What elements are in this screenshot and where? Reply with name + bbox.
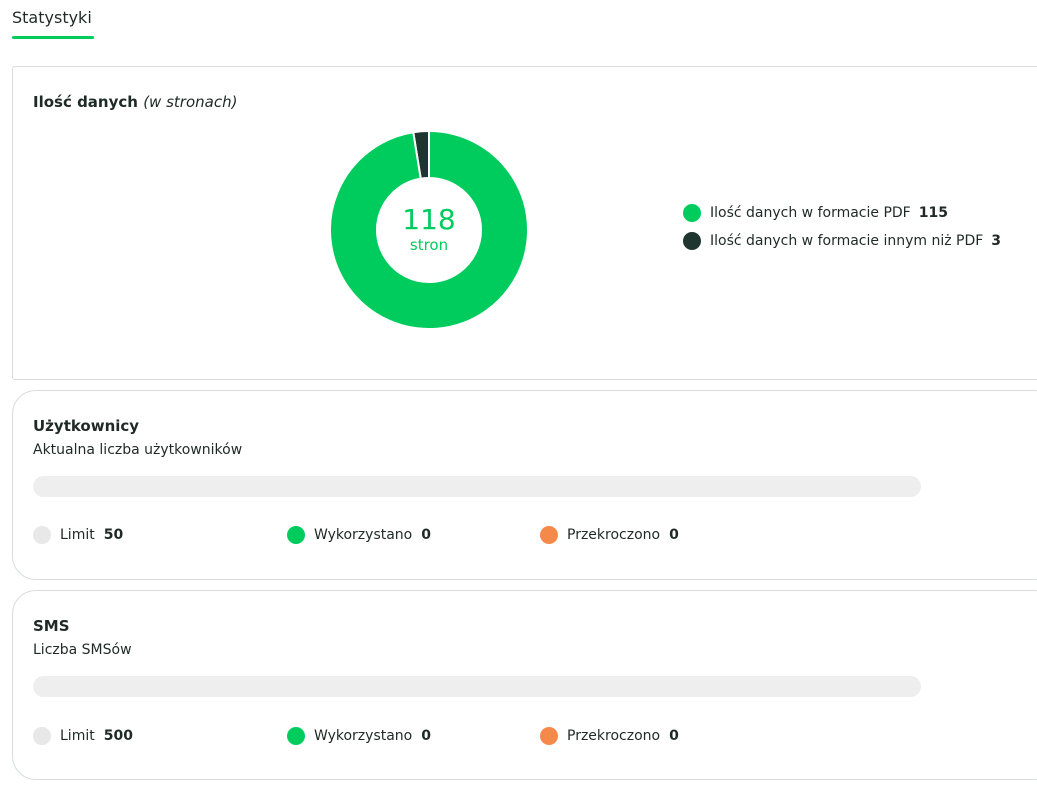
stat-label: Przekroczono <box>567 728 661 744</box>
stat-value: 0 <box>669 728 679 744</box>
tab-statystyki[interactable]: Statystyki <box>12 0 94 41</box>
sms-card: SMS Liczba SMSów Limit 500 Wykorzystano … <box>12 590 1037 780</box>
used-dot-icon <box>287 727 305 745</box>
users-card: Użytkownicy Aktualna liczba użytkowników… <box>12 390 1037 580</box>
legend-label: Ilość danych w formacie PDF <box>710 205 911 221</box>
donut-total-unit: stron <box>409 236 449 254</box>
stat-label: Wykorzystano <box>314 728 413 744</box>
stat-value: 0 <box>669 527 679 543</box>
stat-label: Wykorzystano <box>314 527 413 543</box>
card-title: Ilość danych (w stronach) <box>33 93 237 111</box>
stat-label: Limit <box>60 527 95 543</box>
exceeded-dot-icon <box>540 526 558 544</box>
legend-dot-other-icon <box>683 232 701 250</box>
data-title-note: (w stronach) <box>143 93 238 111</box>
tab-label: Statystyki <box>12 8 92 27</box>
stat-label: Przekroczono <box>567 527 661 543</box>
legend-value: 115 <box>918 205 948 221</box>
data-title-text: Ilość danych <box>33 93 138 111</box>
stat-value: 0 <box>421 527 431 543</box>
card-subtitle: Aktualna liczba użytkowników <box>33 442 243 458</box>
users-limit-stat: Limit 50 <box>33 524 123 546</box>
card-title: SMS <box>33 617 70 635</box>
exceeded-dot-icon <box>540 727 558 745</box>
card-subtitle: Liczba SMSów <box>33 642 132 658</box>
legend-label: Ilość danych w formacie innym niż PDF <box>710 233 984 249</box>
stat-value: 50 <box>103 527 124 543</box>
stat-label: Limit <box>60 728 95 744</box>
donut-total-value: 118 <box>402 203 456 236</box>
legend-value: 3 <box>991 233 1002 249</box>
sms-used-stat: Wykorzystano 0 <box>287 725 431 747</box>
limit-dot-icon <box>33 526 51 544</box>
sms-limit-stat: Limit 500 <box>33 725 133 747</box>
tab-bar: Statystyki <box>12 0 94 42</box>
data-amount-card: Ilość danych (w stronach) 118 stron Iloś… <box>12 66 1037 380</box>
donut-chart: 118 stron <box>329 129 529 330</box>
sms-exceeded-stat: Przekroczono 0 <box>540 725 679 747</box>
stat-value: 500 <box>103 728 133 744</box>
legend-item-other: Ilość danych w formacie innym niż PDF 3 <box>683 227 1001 255</box>
donut-svg <box>329 129 529 330</box>
users-progress-bar <box>33 476 921 497</box>
donut-center: 118 stron <box>329 130 529 330</box>
users-used-stat: Wykorzystano 0 <box>287 524 431 546</box>
stat-value: 0 <box>421 728 431 744</box>
used-dot-icon <box>287 526 305 544</box>
chart-legend: Ilość danych w formacie PDF 115 Ilość da… <box>683 199 1001 255</box>
card-title: Użytkownicy <box>33 417 140 435</box>
active-tab-indicator <box>12 36 94 39</box>
donut-slice-pdf[interactable] <box>329 129 529 330</box>
legend-item-pdf: Ilość danych w formacie PDF 115 <box>683 199 1001 227</box>
limit-dot-icon <box>33 727 51 745</box>
users-exceeded-stat: Przekroczono 0 <box>540 524 679 546</box>
legend-dot-pdf-icon <box>683 204 701 222</box>
sms-progress-bar <box>33 676 921 697</box>
